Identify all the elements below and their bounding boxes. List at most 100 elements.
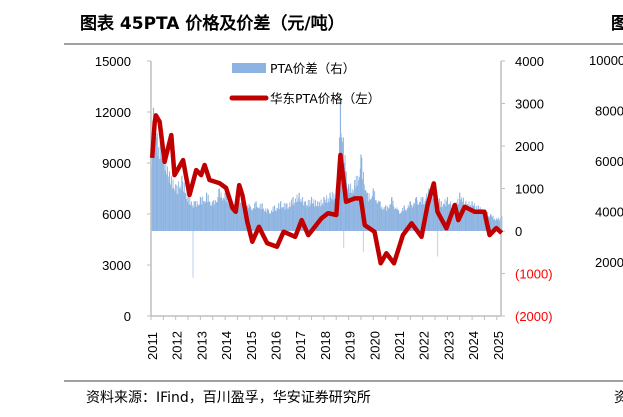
- spread-bar: [233, 203, 235, 231]
- spread-bar: [416, 200, 418, 231]
- spread-bar: [367, 192, 368, 231]
- spread-bar: [357, 175, 359, 231]
- spread-bar: [164, 170, 166, 231]
- spread-bar: [435, 202, 437, 231]
- spread-bar: [309, 200, 311, 231]
- left-tick-label: 15000: [95, 54, 131, 69]
- spread-bar: [391, 198, 392, 231]
- spread-bar: [412, 205, 414, 231]
- spread-bar: [292, 202, 294, 231]
- spread-bar: [265, 208, 267, 231]
- x-tick-label: 2014: [219, 331, 234, 360]
- neighbor-tick-label: 4000: [595, 205, 623, 220]
- spread-bar: [276, 207, 278, 231]
- spread-bar: [399, 213, 401, 231]
- spread-bar: [384, 209, 386, 231]
- spread-bar: [495, 220, 496, 231]
- right-tick-label: 3000: [515, 97, 544, 112]
- spread-bar: [180, 189, 182, 231]
- spread-bar: [429, 197, 431, 231]
- spread-bar: [499, 220, 500, 231]
- spread-bar: [436, 231, 439, 257]
- spread-bar: [291, 204, 293, 231]
- spread-bar: [197, 204, 199, 231]
- spread-bar: [209, 201, 211, 231]
- spread-bar: [206, 195, 208, 231]
- spread-bar: [202, 196, 204, 231]
- spread-bar: [362, 231, 365, 253]
- spread-bar: [366, 193, 368, 231]
- spread-bar: [163, 164, 165, 231]
- spread-bar: [389, 204, 391, 231]
- spread-bar: [199, 203, 201, 231]
- spread-bar: [251, 210, 253, 231]
- spread-bar: [189, 198, 191, 231]
- spread-bar: [294, 202, 296, 231]
- spread-bar: [277, 208, 279, 231]
- spread-bar: [398, 210, 400, 231]
- spread-bar: [497, 219, 499, 231]
- spread-bar: [271, 210, 272, 231]
- spread-bar: [179, 188, 180, 231]
- spread-bar: [418, 204, 420, 231]
- spread-bar: [157, 156, 159, 231]
- spread-bar: [257, 207, 259, 231]
- spread-bar: [215, 202, 217, 231]
- spread-bar: [311, 203, 313, 231]
- spread-bar: [445, 206, 447, 231]
- left-tick-label: 0: [124, 309, 131, 324]
- spread-bar: [187, 200, 189, 231]
- x-tick-label: 2015: [244, 331, 259, 360]
- spread-bar: [242, 203, 244, 231]
- spread-bar: [301, 202, 303, 231]
- spread-bar: [254, 203, 256, 231]
- spread-bar: [270, 213, 272, 231]
- spread-bar: [307, 205, 308, 231]
- spread-bar: [467, 204, 468, 231]
- spread-bar: [231, 208, 232, 231]
- spread-bar: [281, 208, 283, 231]
- spread-bar: [464, 204, 466, 231]
- spread-bar: [162, 162, 164, 231]
- x-tick-label: 2018: [318, 331, 333, 360]
- spread-bar: [165, 158, 167, 231]
- spread-bar: [205, 200, 207, 231]
- spread-bar: [313, 199, 315, 231]
- spread-bar: [374, 191, 376, 231]
- spread-bar: [387, 208, 389, 231]
- spread-bar: [225, 201, 227, 231]
- spread-bar: [390, 204, 392, 231]
- spread-bar: [351, 192, 352, 231]
- spread-bar: [221, 197, 223, 231]
- spread-bar: [248, 203, 250, 231]
- spread-bars: [150, 103, 503, 278]
- spread-bar: [192, 207, 194, 231]
- spread-bar: [395, 209, 397, 231]
- spread-bar: [241, 199, 243, 231]
- spread-bar: [195, 201, 196, 231]
- spread-bar: [290, 206, 292, 231]
- spread-bar: [187, 201, 188, 231]
- spread-bar: [495, 219, 497, 231]
- spread-bar: [308, 206, 310, 231]
- spread-bar: [491, 217, 493, 231]
- spread-bar: [298, 197, 300, 231]
- spread-bar: [365, 190, 367, 231]
- spread-bar: [347, 188, 349, 231]
- spread-bar: [348, 187, 350, 231]
- right-tick-label: 0: [515, 224, 522, 239]
- spread-bar: [166, 174, 168, 231]
- spread-bar: [415, 205, 417, 231]
- spread-bar: [153, 138, 155, 231]
- spread-bar: [395, 208, 396, 231]
- spread-bar: [171, 188, 173, 231]
- spread-bar: [466, 206, 468, 231]
- x-tick-label: 2012: [170, 331, 185, 360]
- spread-bar: [297, 201, 299, 231]
- spread-bar: [227, 203, 229, 231]
- spread-bar: [267, 213, 269, 231]
- spread-bar: [477, 210, 479, 231]
- spread-bar: [171, 176, 172, 231]
- spread-bar: [377, 202, 379, 231]
- spread-bar: [421, 204, 423, 231]
